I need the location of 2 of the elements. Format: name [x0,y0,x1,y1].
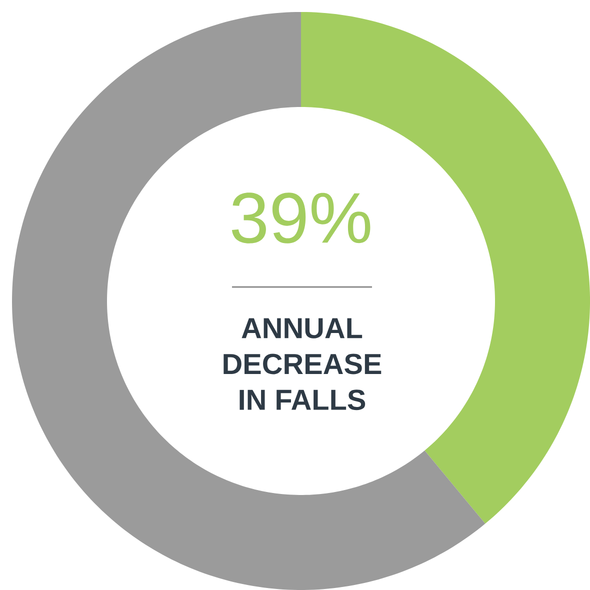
text: 39% [232,192,370,244]
text: ANNUAL DECREASE IN FALLS [224,318,382,410]
